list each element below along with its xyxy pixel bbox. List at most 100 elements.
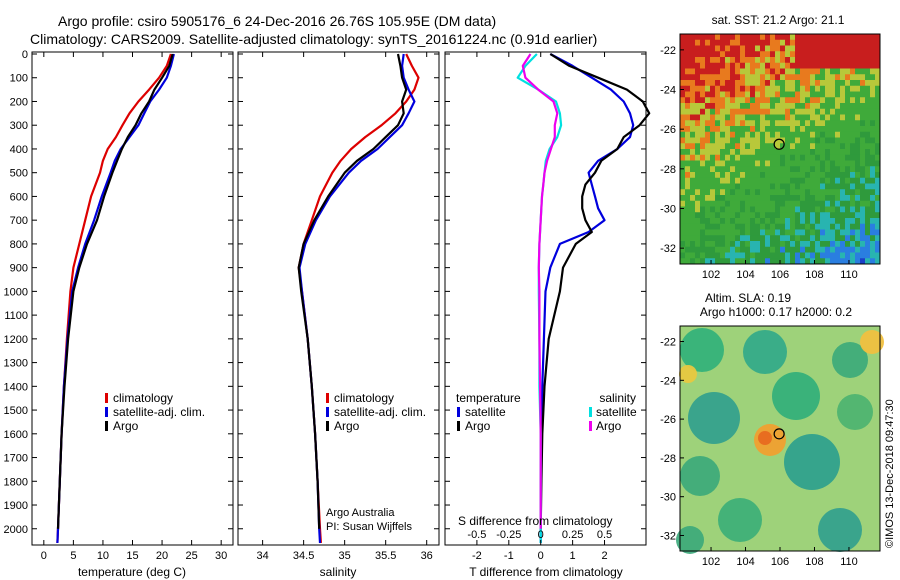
sst-cell [705, 246, 711, 253]
sst-cell [770, 195, 776, 202]
sst-cell [720, 235, 726, 242]
sst-cell [695, 252, 701, 259]
sst-cell [830, 143, 836, 150]
sst-cell [850, 120, 856, 127]
sst-cell [690, 57, 696, 64]
sst-cell [745, 258, 751, 265]
sst-cell [865, 200, 871, 207]
sst-cell [830, 183, 836, 190]
sst-cell [760, 80, 766, 87]
sst-cell [740, 246, 746, 253]
x-tick-label: 34.5 [293, 550, 314, 562]
depth-tick-label: 1800 [4, 476, 28, 488]
sst-cell [830, 57, 836, 64]
sst-cell [695, 34, 701, 41]
sst-cell [725, 166, 731, 173]
x-tick-label: 25 [185, 550, 197, 562]
sst-cell [750, 177, 756, 184]
sst-cell [765, 45, 771, 52]
sst-cell [785, 85, 791, 92]
sst-cell [850, 258, 856, 265]
sst-cell [795, 137, 801, 144]
sst-cell [730, 57, 736, 64]
sst-cell [870, 229, 876, 236]
sst-cell [845, 189, 851, 196]
sst-cell [860, 103, 866, 110]
sst-cell [805, 114, 811, 121]
sst-cell [815, 246, 821, 253]
sst-cell [705, 154, 711, 161]
sst-cell [750, 223, 756, 230]
sst-cell [720, 166, 726, 173]
sst-cell [680, 68, 686, 75]
sst-cell [710, 195, 716, 202]
sst-cell [720, 241, 726, 248]
sst-cell [830, 103, 836, 110]
sst-cell [755, 114, 761, 121]
sst-cell [715, 223, 721, 230]
sst-cell [715, 91, 721, 98]
sst-cell [685, 252, 691, 259]
sst-cell [760, 195, 766, 202]
sst-cell [870, 137, 876, 144]
map-y-tick-label: -22 [660, 45, 676, 57]
sst-cell [790, 51, 796, 58]
sst-cell [855, 189, 861, 196]
sst-cell [755, 229, 761, 236]
sst-cell [865, 218, 871, 225]
imos-stamp: ©IMOS 13-Dec-2018 09:47:30 [884, 399, 896, 548]
sst-cell [685, 172, 691, 179]
sst-cell [800, 114, 806, 121]
sst-cell [755, 51, 761, 58]
sst-cell [755, 143, 761, 150]
sst-cell [825, 34, 831, 41]
sst-cell [800, 183, 806, 190]
sst-cell [755, 160, 761, 167]
depth-tick-label: 1200 [4, 334, 28, 346]
sst-cell [725, 85, 731, 92]
sst-cell [695, 80, 701, 87]
sst-cell [850, 172, 856, 179]
sst-cell [755, 246, 761, 253]
sst-cell [845, 45, 851, 52]
legend-swatch-sal-argo [589, 421, 592, 431]
sst-cell [770, 62, 776, 69]
sst-cell [730, 80, 736, 87]
sst-cell [850, 183, 856, 190]
sst-cell [695, 154, 701, 161]
sst-cell [850, 252, 856, 259]
sst-cell [840, 212, 846, 219]
sst-cell [685, 177, 691, 184]
map-x-tick-label: 110 [840, 269, 858, 281]
sst-cell [825, 166, 831, 173]
sst-cell [700, 189, 706, 196]
sst-cell [720, 80, 726, 87]
sst-cell [735, 57, 741, 64]
sst-cell [820, 229, 826, 236]
sst-cell [870, 189, 876, 196]
sst-cell [760, 223, 766, 230]
sst-cell [770, 39, 776, 46]
sst-cell [780, 91, 786, 98]
sst-cell [830, 97, 836, 104]
series-line-climatology [56, 53, 172, 544]
sst-cell [825, 143, 831, 150]
sst-cell [820, 62, 826, 69]
sst-cell [840, 80, 846, 87]
sst-cell [850, 177, 856, 184]
sst-cell [875, 258, 881, 265]
sst-cell [730, 39, 736, 46]
sst-cell [735, 195, 741, 202]
sst-cell [765, 252, 771, 259]
sst-cell [750, 39, 756, 46]
sst-cell [815, 51, 821, 58]
sst-cell [785, 246, 791, 253]
sst-cell [850, 229, 856, 236]
sst-cell [820, 235, 826, 242]
sst-cell [815, 74, 821, 81]
sst-cell [860, 241, 866, 248]
s-diff-tick-label: 0.25 [562, 529, 583, 541]
sst-cell [755, 108, 761, 115]
sst-cell [825, 223, 831, 230]
sst-cell [860, 85, 866, 92]
